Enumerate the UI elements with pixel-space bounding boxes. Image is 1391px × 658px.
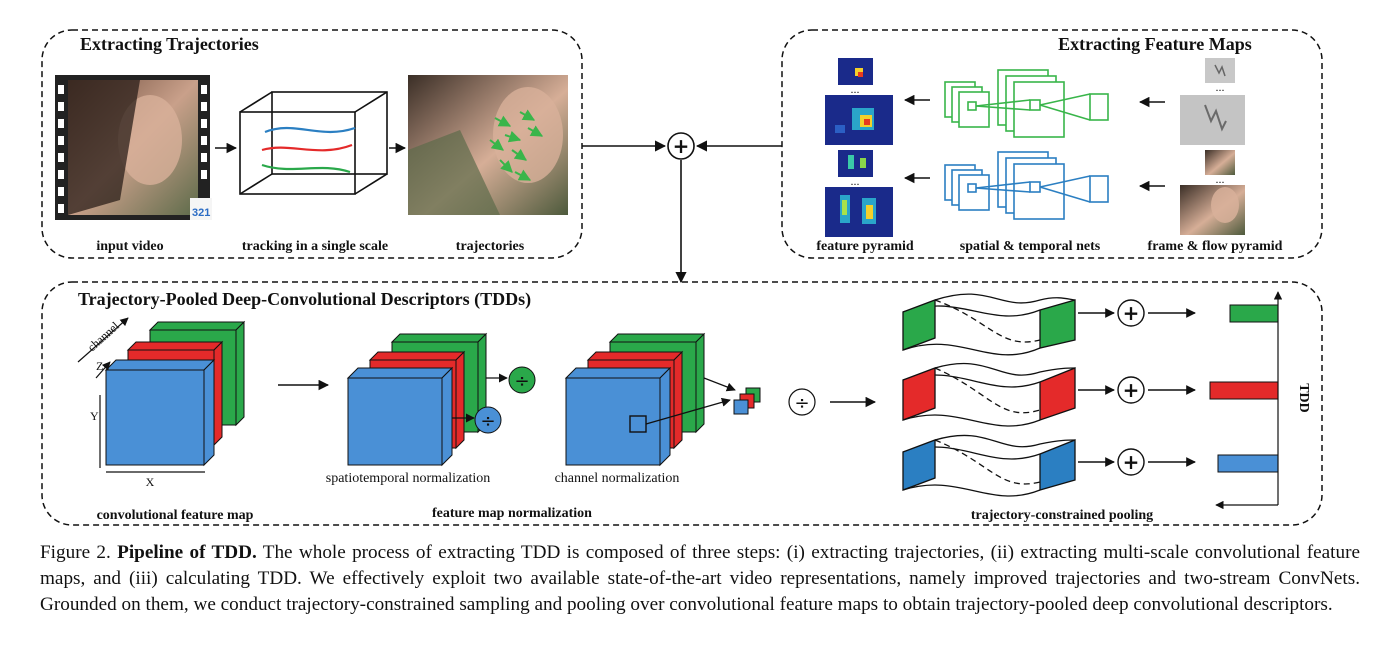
section-title: Trajectory-Pooled Deep-Convolutional Des… xyxy=(78,289,531,310)
dots: ... xyxy=(1216,172,1225,186)
pipeline-diagram: Extracting Trajectories 321 input video xyxy=(41,29,1323,526)
label-feature-map-normalization: feature map normalization xyxy=(432,506,592,521)
arrow-channel-top xyxy=(703,377,736,392)
divide-symbol-channel: ÷ xyxy=(794,393,809,414)
pooling-operators xyxy=(1078,299,1196,476)
section-extracting-trajectories: Extracting Trajectories 321 input video xyxy=(41,29,583,259)
divide-circle-green xyxy=(508,366,536,394)
figure-caption: Figure 2. Pipeline of TDD. The whole pro… xyxy=(40,540,1360,618)
label-spatiotemporal-normalization: spatiotemporal normalization xyxy=(326,471,490,486)
temporal-net xyxy=(944,151,1109,220)
channel-fiber-cubes xyxy=(733,387,761,415)
pool-plus-red: + xyxy=(1123,378,1140,402)
section-border xyxy=(41,281,1323,526)
conv-feature-map xyxy=(104,320,246,467)
tracking-cube xyxy=(239,91,388,195)
feature-pyramid: ... ... xyxy=(825,58,893,237)
label-spatial-temporal-nets: spatial & temporal nets xyxy=(960,239,1101,254)
channel-norm-stack xyxy=(564,332,706,467)
label-channel-normalization: channel normalization xyxy=(555,471,680,486)
divide-symbol-blue: ÷ xyxy=(480,411,495,432)
spatial-net xyxy=(944,69,1109,138)
caption-prefix: Figure 2. xyxy=(40,542,111,563)
section-border xyxy=(41,29,583,259)
section-border xyxy=(781,29,1323,259)
label-input-video: input video xyxy=(96,239,163,254)
tdd-label: TDD xyxy=(1296,383,1311,413)
trajectory-tube-blue xyxy=(902,434,1076,497)
trajectory-tube-green xyxy=(902,293,1076,356)
label-conv-feature-map: convolutional feature map xyxy=(97,508,254,523)
pool-plus-green: + xyxy=(1123,301,1140,325)
label-tracking: tracking in a single scale xyxy=(242,239,388,254)
divide-symbol-green: ÷ xyxy=(514,371,529,392)
trajectories-image xyxy=(408,75,568,215)
section-tdd: Trajectory-Pooled Deep-Convolutional Des… xyxy=(41,281,1323,526)
section-title: Extracting Trajectories xyxy=(80,34,259,54)
caption-title: Pipeline of TDD. xyxy=(117,542,257,563)
axis-label-z: Z xyxy=(96,359,103,373)
tdd-bracket xyxy=(1215,291,1283,510)
label-trajectory-constrained-pooling: trajectory-constrained pooling xyxy=(971,508,1153,523)
label-frame-flow-pyramid: frame & flow pyramid xyxy=(1148,239,1283,254)
spatiotemporal-norm-stack xyxy=(346,332,488,467)
tdd-output-bars xyxy=(1209,304,1279,473)
caption-text: The whole process of extracting TDD is c… xyxy=(40,542,1360,615)
axis-label-x: X xyxy=(146,475,155,489)
divide-circle-channel xyxy=(788,388,816,416)
trajectory-tube-red xyxy=(902,362,1076,427)
label-feature-pyramid: feature pyramid xyxy=(816,239,914,254)
frame-flow-pyramid: ... ... xyxy=(1180,58,1245,235)
video-badge: 321 xyxy=(192,207,210,219)
axis-label-channel: channel xyxy=(85,318,123,354)
section-title: Extracting Feature Maps xyxy=(1058,34,1252,54)
section-extracting-feature-maps: Extracting Feature Maps ... ... feature … xyxy=(781,29,1323,259)
combine-plus-circle xyxy=(667,132,695,160)
label-trajectories: trajectories xyxy=(456,239,525,254)
trajectory-curves xyxy=(261,126,356,174)
dots: ... xyxy=(851,82,860,96)
divide-circle-blue xyxy=(474,406,502,434)
input-video-image: 321 xyxy=(55,75,212,220)
pool-plus-blue: + xyxy=(1123,450,1140,474)
combine-plus-symbol: + xyxy=(673,134,690,158)
axis-label-y: Y xyxy=(90,409,99,423)
dots: ... xyxy=(851,174,860,188)
arrow-channel-to-fibers xyxy=(645,397,731,425)
dots: ... xyxy=(1216,80,1225,94)
axis-markers xyxy=(77,317,205,473)
